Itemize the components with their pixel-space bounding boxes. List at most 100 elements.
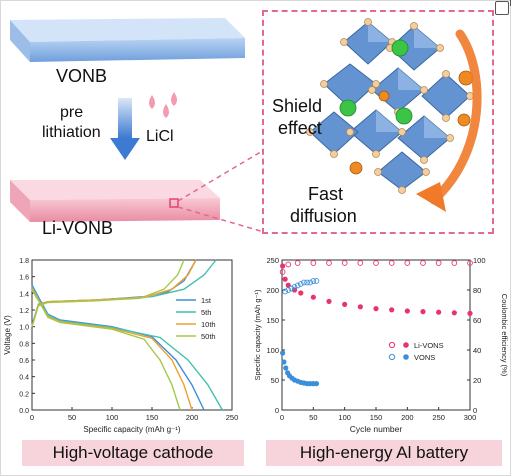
y-tick-label: 1.2: [19, 308, 29, 315]
caption-left: High-voltage cathode: [22, 440, 244, 466]
caption-right: High-energy Al battery: [266, 440, 502, 466]
li-vonb-slab: [10, 180, 220, 222]
green-ion: [391, 39, 409, 57]
y-tick-label: 100: [266, 346, 279, 355]
droplet-icon: [149, 92, 177, 118]
point-VONS-ce: [301, 279, 307, 286]
plot-area: [281, 259, 471, 411]
vonb-slab: [10, 18, 245, 62]
y-tick-label: 0.6: [19, 358, 29, 365]
point-Li-VONS-ce: [285, 261, 292, 268]
legend-marker-open: [388, 341, 396, 349]
x-tick-label: 200: [401, 413, 414, 422]
fast-label-line2: diffusion: [290, 206, 357, 226]
point-Li-VONS: [404, 308, 410, 314]
point-Li-VONS: [357, 304, 363, 310]
y-tick-label: 0.0: [19, 408, 29, 415]
point-Li-VONS: [420, 309, 426, 315]
point-VONS-ce: [288, 285, 295, 292]
y2-tick-label: 40: [473, 346, 481, 355]
y-tick-label: 200: [266, 286, 279, 295]
y-tick-label: 0.8: [19, 341, 29, 348]
point-Li-VONS: [310, 294, 316, 300]
point-VONS-ce: [285, 287, 292, 293]
legend-label: VONS: [414, 353, 435, 362]
y-axis-label: Voltage (V): [3, 315, 12, 355]
point-Li-VONS: [282, 276, 288, 282]
point-Li-VONS-ce: [467, 260, 473, 266]
point-Li-VONS: [342, 301, 348, 307]
x-tick-label: 250: [226, 413, 239, 422]
series-line-50th-charge: [31, 259, 185, 327]
expand-icon[interactable]: [495, 0, 511, 15]
point-Li-VONS: [389, 307, 395, 313]
x-tick-label: 50: [309, 413, 317, 422]
point-Li-VONS-ce: [326, 260, 332, 266]
point-VONS-ce: [294, 282, 301, 289]
y-tick-label: 0: [275, 406, 279, 415]
x-tick-label: 250: [432, 413, 445, 422]
y-tick-label: 1.0: [19, 325, 29, 332]
series-line-5th-discharge: [31, 286, 224, 411]
point-Li-VONS: [467, 310, 473, 316]
crystal-structure-icon: [306, 18, 482, 212]
li-vonb-label: Li-VONB: [42, 218, 114, 238]
green-ion: [395, 107, 413, 125]
x-tick-label: 0: [30, 413, 34, 422]
point-VONS-ce: [282, 288, 288, 295]
reagent-label: LiCl: [146, 128, 174, 145]
point-VONS-ce: [313, 278, 320, 284]
point-Li-VONS-ce: [341, 260, 348, 266]
point-Li-VONS: [326, 298, 332, 304]
series-line-5th-charge: [31, 259, 217, 327]
point-Li-VONS: [451, 310, 457, 316]
legend-label: 10th: [201, 320, 216, 329]
point-Li-VONS-ce: [451, 260, 458, 266]
point-Li-VONS-ce: [294, 260, 301, 266]
green-ion: [339, 99, 357, 117]
y-tick-label: 150: [266, 316, 279, 325]
x-axis-label: Cycle number: [350, 424, 403, 434]
y2-tick-label: 20: [473, 376, 481, 385]
y2-tick-label: 80: [473, 286, 481, 295]
x-axis-label: Specific capacity (mAh g⁻¹): [83, 425, 180, 434]
legend-label: Li-VONS: [414, 341, 444, 350]
legend-label: 50th: [201, 332, 216, 341]
orange-arrow-icon: [416, 29, 482, 212]
series-line-10th-discharge: [31, 287, 193, 411]
y-axis-label: Specific capacity (mAh g⁻¹): [253, 289, 262, 381]
x-tick-label: 50: [68, 413, 76, 422]
y-tick-label: 1.8: [19, 258, 29, 265]
point-VONS: [283, 365, 289, 371]
point-Li-VONS-ce: [420, 260, 426, 266]
point-Li-VONS-ce: [373, 260, 379, 266]
x-tick-label: 0: [280, 413, 284, 422]
point-Li-VONS-ce: [404, 260, 411, 266]
x-tick-label: 100: [106, 413, 119, 422]
x-tick-label: 300: [464, 413, 477, 422]
series-line-1st-discharge: [31, 284, 205, 411]
y-tick-label: 1.4: [19, 291, 29, 298]
point-VONS: [313, 381, 320, 387]
legend-label: 1st: [201, 296, 212, 305]
x-tick-label: 200: [186, 413, 199, 422]
y-tick-label: 1.6: [19, 275, 29, 282]
x-tick-label: 150: [146, 413, 159, 422]
fast-label-line1: Fast: [308, 184, 344, 204]
point-Li-VONS-ce: [388, 260, 395, 266]
y-tick-label: 50: [271, 376, 279, 385]
y-tick-label: 250: [266, 256, 279, 265]
point-VONS-ce: [297, 281, 304, 287]
point-Li-VONS: [436, 309, 442, 315]
point-VONS-ce: [310, 278, 317, 284]
cycling-chart: 0 50 100 150 200 250 0 20 40 60 80 100 0 50 100 150 200 2…: [253, 256, 509, 434]
y2-tick-label: 0: [473, 406, 477, 415]
point-Li-VONS-ce: [435, 260, 442, 266]
point-VONS-ce: [307, 279, 314, 286]
down-arrow-icon: [110, 98, 140, 160]
y2-axis-label: Coulombic efficiency (%): [500, 294, 509, 377]
plot-area: [31, 259, 233, 411]
point-VONS-ce: [291, 284, 298, 290]
legend-marker-filled: [403, 342, 409, 348]
point-VONS: [280, 350, 286, 356]
